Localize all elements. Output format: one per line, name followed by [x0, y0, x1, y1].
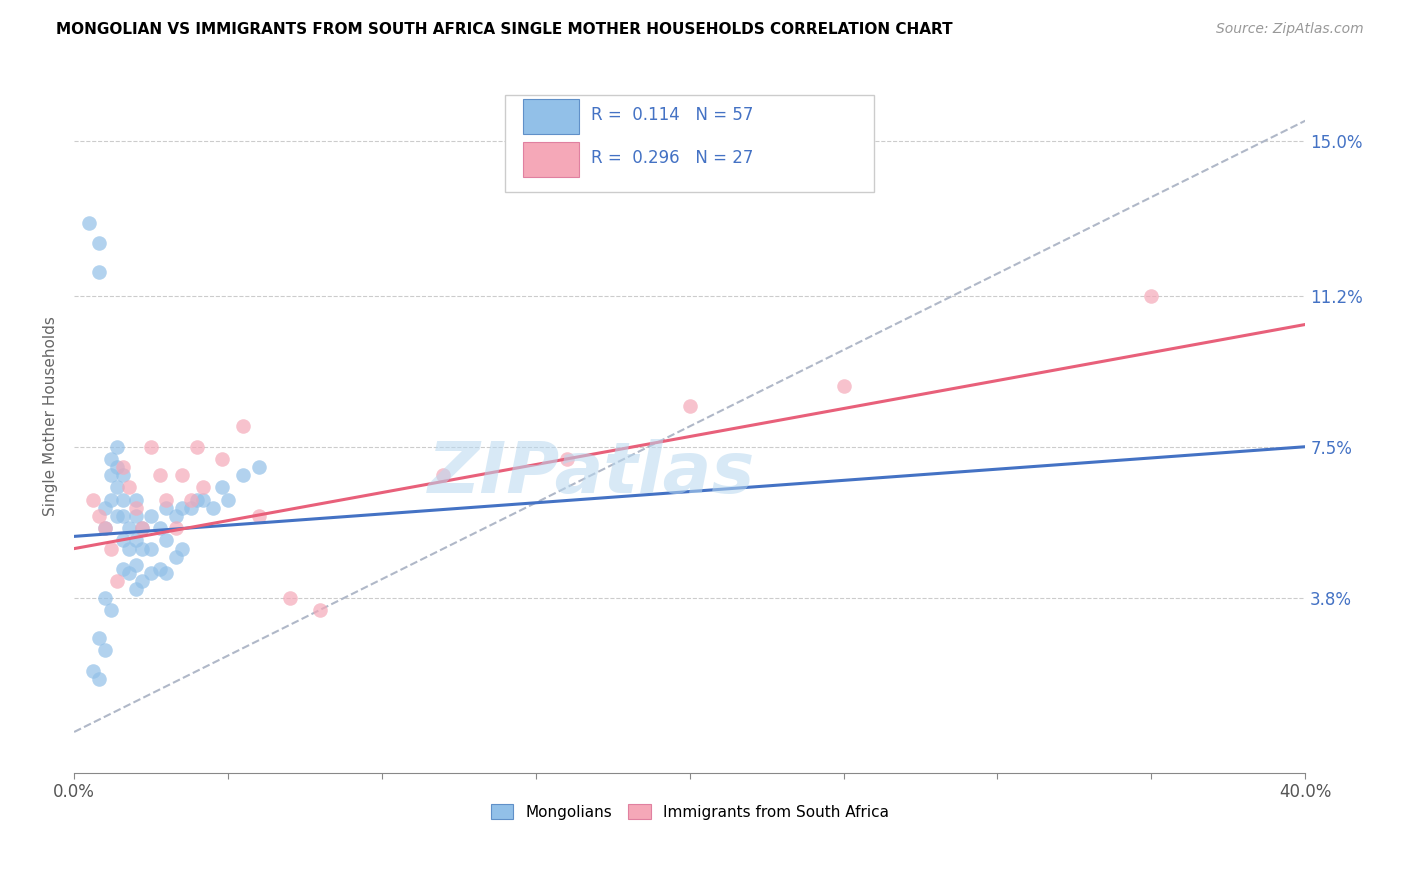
Point: [165, 521, 187, 535]
Point: [217, 492, 239, 507]
Point: [432, 468, 454, 483]
Point: [232, 468, 254, 483]
Point: [82, 664, 104, 678]
Point: [100, 468, 122, 483]
Point: [201, 500, 224, 515]
Point: [170, 541, 193, 556]
Point: [124, 533, 146, 548]
Point: [87, 672, 110, 686]
Point: [180, 492, 202, 507]
Point: [94, 521, 117, 535]
Point: [112, 562, 135, 576]
Point: [112, 468, 135, 483]
Point: [131, 521, 153, 535]
Point: [118, 481, 141, 495]
Point: [124, 492, 146, 507]
Bar: [523, 142, 579, 178]
Bar: [523, 99, 579, 135]
Point: [105, 460, 128, 475]
Y-axis label: Single Mother Households: Single Mother Households: [44, 317, 58, 516]
FancyBboxPatch shape: [505, 95, 875, 192]
Point: [165, 508, 187, 523]
Point: [100, 541, 122, 556]
Point: [247, 508, 270, 523]
Point: [211, 481, 233, 495]
Text: Source: ZipAtlas.com: Source: ZipAtlas.com: [1216, 22, 1364, 37]
Text: ZIPatlas: ZIPatlas: [427, 439, 755, 508]
Point: [139, 508, 162, 523]
Text: MONGOLIAN VS IMMIGRANTS FROM SOUTH AFRICA SINGLE MOTHER HOUSEHOLDS CORRELATION C: MONGOLIAN VS IMMIGRANTS FROM SOUTH AFRIC…: [56, 22, 953, 37]
Point: [87, 264, 110, 278]
Point: [165, 549, 187, 564]
Point: [180, 500, 202, 515]
Point: [309, 603, 332, 617]
Point: [124, 500, 146, 515]
Point: [112, 492, 135, 507]
Point: [100, 452, 122, 467]
Point: [170, 500, 193, 515]
Point: [139, 566, 162, 580]
Point: [149, 468, 172, 483]
Point: [112, 460, 135, 475]
Legend: Mongolians, Immigrants from South Africa: Mongolians, Immigrants from South Africa: [485, 797, 896, 826]
Point: [105, 508, 128, 523]
Point: [94, 591, 117, 605]
Point: [105, 481, 128, 495]
Point: [131, 541, 153, 556]
Point: [112, 533, 135, 548]
Point: [155, 533, 177, 548]
Point: [100, 603, 122, 617]
Point: [94, 643, 117, 657]
Point: [232, 419, 254, 434]
Point: [211, 452, 233, 467]
Point: [170, 468, 193, 483]
Point: [131, 574, 153, 589]
Point: [679, 399, 702, 413]
Point: [832, 378, 855, 392]
Point: [124, 558, 146, 572]
Point: [100, 492, 122, 507]
Point: [186, 440, 208, 454]
Point: [124, 582, 146, 597]
Point: [94, 500, 117, 515]
Point: [87, 508, 110, 523]
Point: [82, 492, 104, 507]
Point: [118, 541, 141, 556]
Point: [87, 235, 110, 250]
Point: [112, 508, 135, 523]
Text: R =  0.114   N = 57: R = 0.114 N = 57: [591, 106, 754, 124]
Point: [1140, 289, 1163, 303]
Point: [139, 440, 162, 454]
Point: [193, 481, 215, 495]
Point: [193, 492, 215, 507]
Point: [131, 521, 153, 535]
Point: [124, 508, 146, 523]
Point: [186, 492, 208, 507]
Point: [118, 521, 141, 535]
Point: [105, 440, 128, 454]
Point: [155, 566, 177, 580]
Point: [94, 521, 117, 535]
Point: [247, 460, 270, 475]
Point: [118, 566, 141, 580]
Text: R =  0.296   N = 27: R = 0.296 N = 27: [591, 149, 754, 167]
Point: [555, 452, 578, 467]
Point: [149, 521, 172, 535]
Point: [149, 562, 172, 576]
Point: [79, 216, 101, 230]
Point: [278, 591, 301, 605]
Point: [105, 574, 128, 589]
Point: [155, 492, 177, 507]
Point: [87, 632, 110, 646]
Point: [139, 541, 162, 556]
Point: [155, 500, 177, 515]
